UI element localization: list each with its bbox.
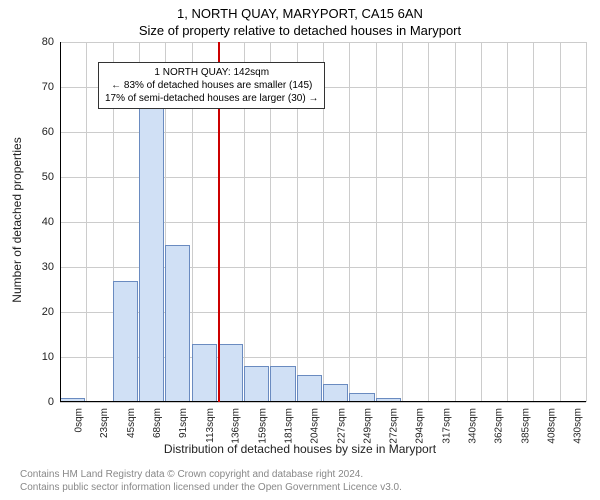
xtick-label: 0sqm xyxy=(73,408,84,432)
xtick-label: 45sqm xyxy=(126,408,137,438)
ytick-label: 30 xyxy=(30,261,54,273)
bar xyxy=(165,245,190,403)
ytick-label: 20 xyxy=(30,306,54,318)
v-gridline xyxy=(533,42,534,402)
plot-area: 010203040506070800sqm23sqm45sqm68sqm91sq… xyxy=(60,42,586,402)
gridline xyxy=(60,402,586,403)
callout-line1: 1 NORTH QUAY: 142sqm xyxy=(105,66,318,79)
xtick-label: 68sqm xyxy=(152,408,163,438)
bar xyxy=(270,366,295,402)
xtick-label: 294sqm xyxy=(415,408,426,444)
v-gridline xyxy=(428,42,429,402)
bar xyxy=(139,101,164,403)
ytick-label: 10 xyxy=(30,351,54,363)
xtick-label: 340sqm xyxy=(468,408,479,444)
xtick-label: 23sqm xyxy=(99,408,110,438)
callout-line2: ← 83% of detached houses are smaller (14… xyxy=(105,79,318,92)
xtick-label: 317sqm xyxy=(441,408,452,444)
ytick-label: 50 xyxy=(30,171,54,183)
v-gridline xyxy=(455,42,456,402)
ytick-label: 70 xyxy=(30,81,54,93)
bar xyxy=(323,384,348,402)
v-gridline xyxy=(86,42,87,402)
page-title: 1, NORTH QUAY, MARYPORT, CA15 6AN xyxy=(0,0,600,21)
xtick-label: 113sqm xyxy=(205,408,216,443)
bar xyxy=(192,344,217,403)
v-gridline xyxy=(560,42,561,402)
y-axis xyxy=(60,42,61,402)
bar xyxy=(113,281,138,403)
xtick-label: 249sqm xyxy=(362,408,373,444)
footer-line-2: Contains public sector information licen… xyxy=(20,481,402,494)
xtick-label: 91sqm xyxy=(178,408,189,438)
xtick-label: 227sqm xyxy=(336,408,347,444)
bar xyxy=(218,344,243,403)
xtick-label: 181sqm xyxy=(284,408,295,444)
ytick-label: 40 xyxy=(30,216,54,228)
xtick-label: 408sqm xyxy=(547,408,558,444)
chart-area: 010203040506070800sqm23sqm45sqm68sqm91sq… xyxy=(60,42,586,402)
chart-subtitle: Size of property relative to detached ho… xyxy=(0,21,600,42)
footer-line-1: Contains HM Land Registry data © Crown c… xyxy=(20,468,402,481)
xtick-label: 430sqm xyxy=(573,408,584,444)
callout-line3: 17% of semi-detached houses are larger (… xyxy=(105,92,318,105)
xtick-label: 159sqm xyxy=(257,408,268,444)
v-gridline xyxy=(402,42,403,402)
xtick-label: 385sqm xyxy=(520,408,531,444)
xtick-label: 362sqm xyxy=(494,408,505,444)
xtick-label: 136sqm xyxy=(231,408,242,444)
bar xyxy=(297,375,322,402)
v-gridline xyxy=(481,42,482,402)
xtick-label: 204sqm xyxy=(310,408,321,444)
v-gridline xyxy=(586,42,587,402)
callout-box: 1 NORTH QUAY: 142sqm← 83% of detached ho… xyxy=(98,62,325,109)
bar xyxy=(244,366,269,402)
x-axis-label: Distribution of detached houses by size … xyxy=(0,402,600,456)
ytick-label: 0 xyxy=(30,396,54,408)
chart-container: 1, NORTH QUAY, MARYPORT, CA15 6AN Size o… xyxy=(0,0,600,500)
y-axis-label: Number of detached properties xyxy=(10,55,24,220)
x-axis xyxy=(60,401,586,402)
v-gridline xyxy=(349,42,350,402)
v-gridline xyxy=(376,42,377,402)
v-gridline xyxy=(507,42,508,402)
ytick-label: 60 xyxy=(30,126,54,138)
xtick-label: 272sqm xyxy=(389,408,400,444)
footer-attribution: Contains HM Land Registry data © Crown c… xyxy=(20,468,402,494)
ytick-label: 80 xyxy=(30,36,54,48)
